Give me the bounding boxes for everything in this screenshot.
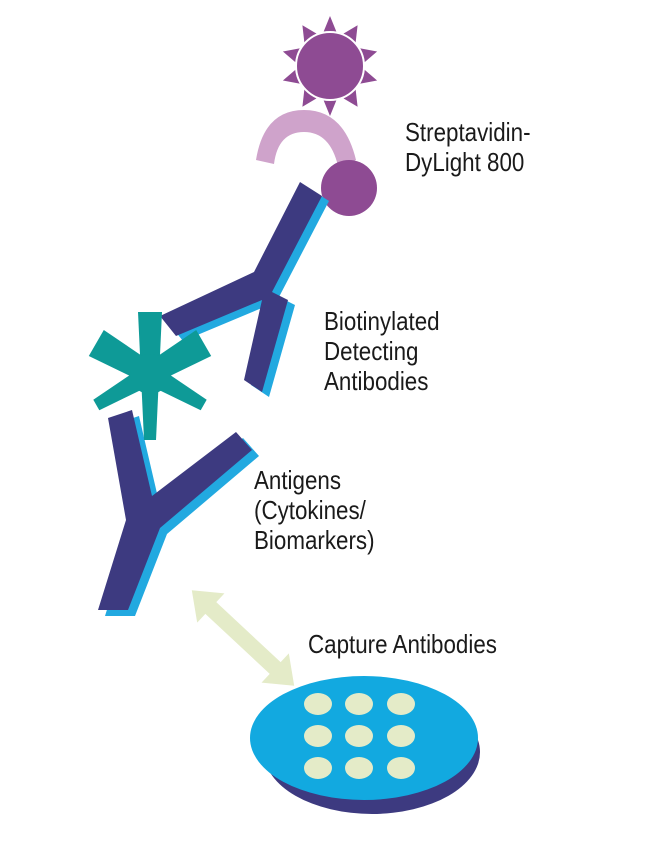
- detecting-label-line: Biotinylated: [324, 306, 440, 336]
- plate-spots: [304, 693, 415, 779]
- antigens-label-line: Biomarkers): [254, 525, 375, 555]
- streptavidin-dylight-icon: [256, 16, 378, 216]
- biotin-ball: [321, 160, 377, 216]
- streptavidin-label: Streptavidin- DyLight 800: [405, 117, 531, 177]
- capture-antibody-icon: [98, 410, 259, 616]
- dye-core: [295, 31, 365, 101]
- detecting-antibody-body: [160, 182, 322, 392]
- antigen-icon: [88, 312, 212, 440]
- antigens-label-line: (Cytokines/: [254, 495, 366, 525]
- detecting-antibodies-label: Biotinylated Detecting Antibodies: [324, 306, 440, 396]
- capture-antibodies-label: Capture Antibodies: [308, 629, 497, 659]
- double-arrow-icon: [191, 590, 295, 686]
- capture-label-line: Capture Antibodies: [308, 629, 497, 659]
- antigens-label-line: Antigens: [254, 465, 342, 495]
- streptavidin-arc: [256, 110, 356, 166]
- streptavidin-label-line: DyLight 800: [405, 147, 525, 177]
- detecting-antibody-icon: [160, 182, 329, 397]
- detecting-label-line: Antibodies: [324, 366, 429, 396]
- detecting-label-line: Detecting: [324, 336, 419, 366]
- antigen-core: [130, 354, 170, 394]
- streptavidin-label-line: Streptavidin-: [405, 117, 531, 147]
- array-plate-icon: [250, 676, 480, 814]
- capture-antibody-body: [98, 410, 252, 610]
- antigens-label: Antigens (Cytokines/ Biomarkers): [254, 465, 375, 555]
